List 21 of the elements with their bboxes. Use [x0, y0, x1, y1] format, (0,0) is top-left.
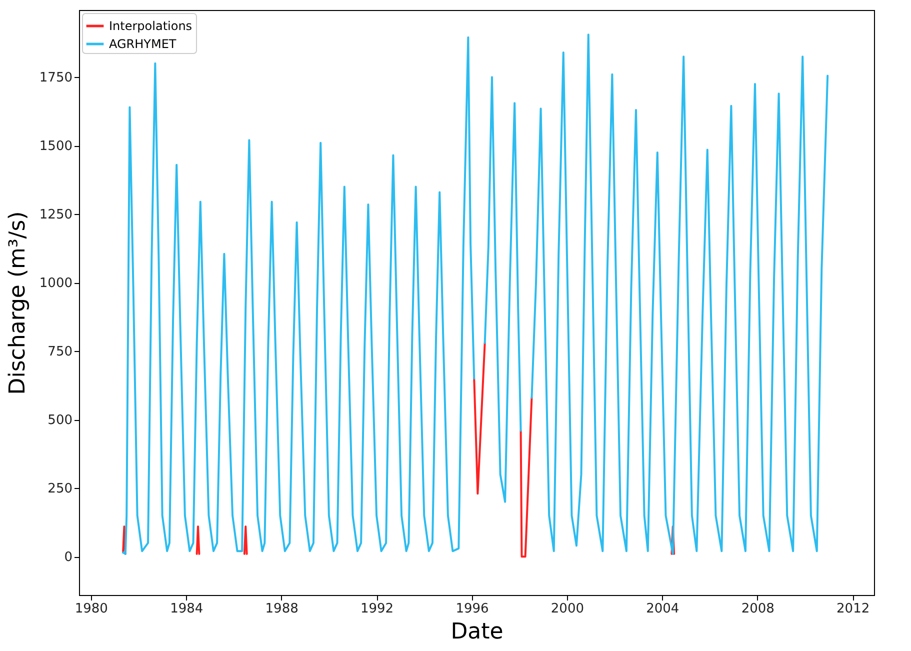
y-tick-label: 500: [48, 413, 72, 428]
x-tick-label: 2012: [836, 602, 870, 616]
y-tick-label: 1250: [39, 208, 72, 223]
x-tick-label: 1988: [265, 602, 298, 616]
x-tick-label: 1980: [74, 602, 108, 616]
legend-label: Interpolations: [109, 19, 192, 33]
x-tick-label: 1984: [170, 602, 204, 616]
y-tick-label: 0: [64, 550, 72, 566]
y-tick-label: 250: [48, 482, 72, 497]
y-axis-title: Discharge (m³/s): [5, 211, 30, 395]
y-tick-label: 750: [48, 344, 72, 360]
x-tick-label: 2008: [741, 602, 774, 616]
x-axis-title: Date: [450, 620, 504, 644]
y-tick-label: 1000: [39, 276, 72, 292]
y-tick-label: 1750: [39, 70, 72, 86]
legend-label: AGRHYMET: [109, 37, 177, 51]
x-tick-label: 1992: [360, 602, 394, 616]
x-tick-label: 2004: [646, 602, 680, 616]
x-tick-label: 2000: [550, 602, 584, 616]
y-tick-label: 1500: [39, 139, 72, 154]
x-tick-label: 1996: [456, 602, 489, 616]
